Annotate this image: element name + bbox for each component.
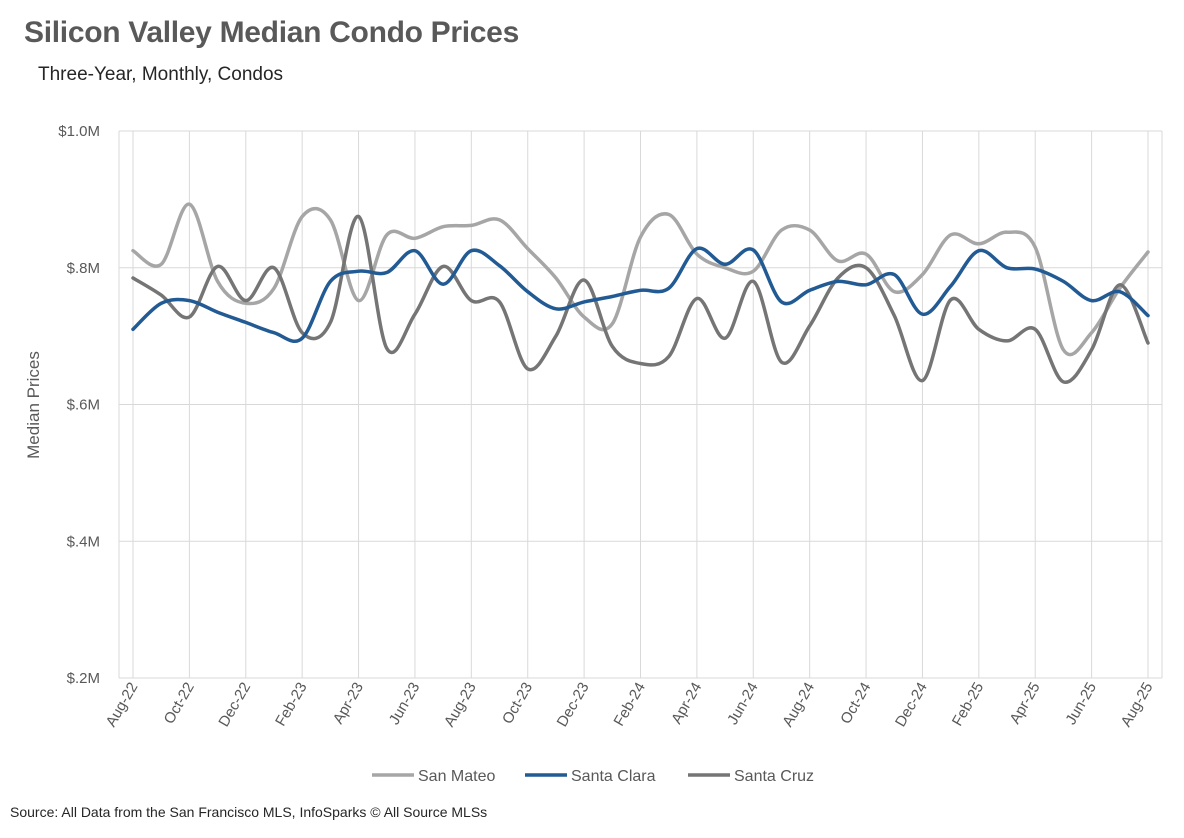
chart-subtitle: Three-Year, Monthly, Condos: [38, 64, 284, 85]
x-tick-label: Aug-24: [779, 680, 818, 730]
x-tick-label: Aug-22: [103, 680, 142, 730]
y-axis-ticks: $.2M $.4M $.6M $.8M $1.0M: [58, 123, 100, 687]
y-axis-label: Median Prices: [24, 351, 43, 459]
x-tick-label: Feb-25: [949, 680, 987, 730]
chart-title: Silicon Valley Median Condo Prices: [24, 16, 519, 49]
x-tick-label: Feb-23: [272, 680, 310, 730]
x-tick-label: Oct-22: [161, 680, 198, 727]
x-tick-label: Apr-24: [668, 680, 705, 727]
y-tick-label: $.8M: [67, 260, 100, 277]
legend-label: San Mateo: [418, 768, 495, 785]
y-tick-label: $1.0M: [58, 123, 100, 140]
x-tick-label: Apr-25: [1006, 680, 1043, 727]
x-tick-label: Dec-23: [554, 680, 593, 730]
legend: San Mateo Santa Clara Santa Cruz: [372, 768, 814, 785]
source-note: Source: All Data from the San Francisco …: [10, 804, 488, 820]
x-tick-label: Oct-24: [837, 680, 874, 727]
x-tick-label: Feb-24: [610, 680, 648, 730]
series-line-santa-cruz: [131, 214, 1150, 384]
x-tick-label: Jun-25: [1062, 680, 1100, 728]
series-line-santa-clara: [131, 246, 1150, 344]
x-tick-label: Jun-24: [724, 680, 762, 728]
x-tick-label: Dec-24: [892, 680, 931, 730]
x-tick-label: Dec-22: [215, 680, 254, 730]
series-lines: [131, 202, 1150, 384]
y-tick-label: $.6M: [67, 397, 100, 414]
legend-label: Santa Clara: [571, 768, 656, 785]
series-line-san-mateo: [131, 202, 1150, 357]
x-tick-label: Apr-23: [330, 680, 367, 727]
x-tick-label: Aug-23: [441, 680, 480, 730]
x-tick-label: Aug-25: [1118, 680, 1157, 730]
x-axis-ticks: Aug-22 Oct-22 Dec-22 Feb-23 Apr-23 Jun-23 Aug-…: [103, 680, 1157, 730]
y-tick-label: $.4M: [67, 533, 100, 550]
gridlines: [118, 130, 1163, 679]
y-tick-label: $.2M: [67, 670, 100, 687]
x-tick-label: Jun-23: [386, 680, 424, 728]
legend-label: Santa Cruz: [734, 768, 814, 785]
x-tick-label: Oct-23: [499, 680, 536, 727]
